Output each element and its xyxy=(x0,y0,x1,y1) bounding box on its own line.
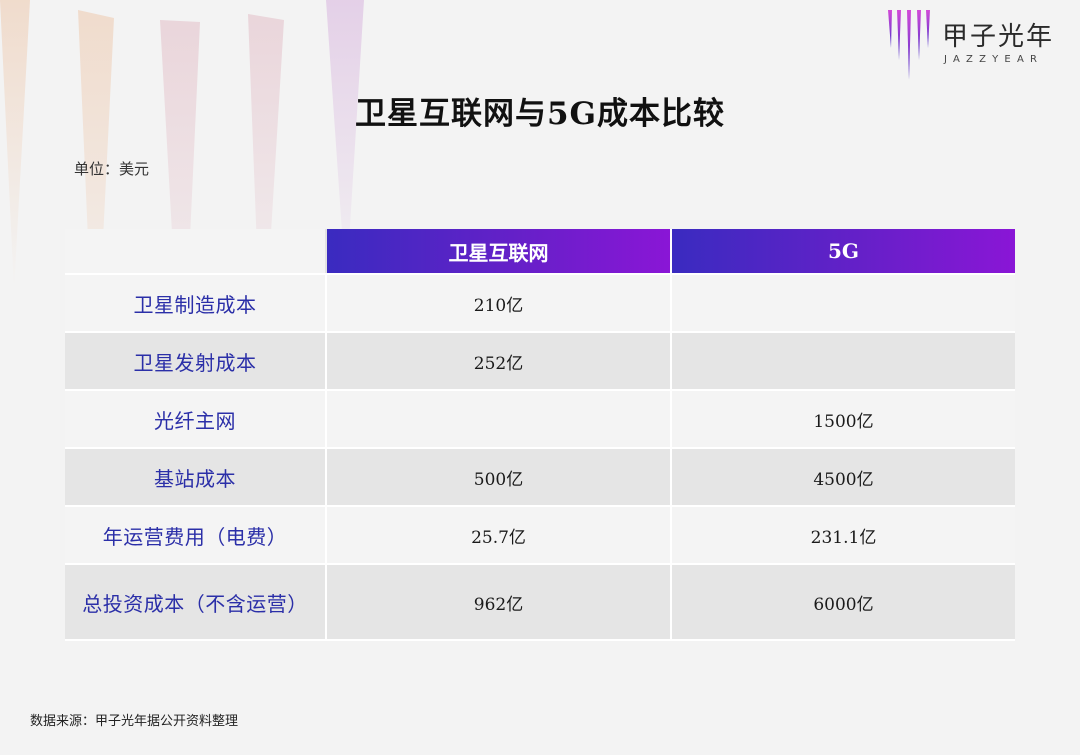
header-satellite: 卫星互联网 xyxy=(326,229,672,275)
row-label: 基站成本 xyxy=(65,448,327,507)
table-row: 年运营费用（电费） 25.7亿 231.1亿 xyxy=(65,506,1015,565)
row-label: 年运营费用（电费） xyxy=(65,506,327,565)
data-source-note: 数据来源：甲子光年据公开资料整理 xyxy=(30,714,239,729)
fiveg-value: 6000亿 xyxy=(671,564,1015,641)
table-row: 总投资成本（不含运营） 962亿 6000亿 xyxy=(65,564,1015,641)
table-header-row: 卫星互联网 5G xyxy=(65,229,1015,275)
fiveg-value xyxy=(671,274,1015,333)
table-row: 基站成本 500亿 4500亿 xyxy=(65,448,1015,507)
row-label: 卫星制造成本 xyxy=(65,274,327,333)
row-label: 卫星发射成本 xyxy=(65,332,327,391)
brand-logo: 甲子光年 JAZZYEAR xyxy=(886,10,1066,80)
row-label: 光纤主网 xyxy=(65,390,327,449)
fiveg-value: 1500亿 xyxy=(671,390,1015,449)
header-5g: 5G xyxy=(671,229,1015,275)
satellite-value: 962亿 xyxy=(326,564,672,641)
unit-label: 单位：美元 xyxy=(74,160,150,178)
table-row: 卫星制造成本 210亿 xyxy=(65,274,1015,333)
row-label: 总投资成本（不含运营） xyxy=(65,564,327,641)
satellite-value xyxy=(326,390,672,449)
satellite-value: 25.7亿 xyxy=(326,506,672,565)
streak-1 xyxy=(0,0,30,290)
satellite-value: 252亿 xyxy=(326,332,672,391)
page-title: 卫星互联网与5G成本比较 xyxy=(354,96,726,132)
fiveg-value: 4500亿 xyxy=(671,448,1015,507)
satellite-value: 500亿 xyxy=(326,448,672,507)
logo-text-en: JAZZYEAR xyxy=(944,54,1044,65)
table-row: 卫星发射成本 252亿 xyxy=(65,332,1015,391)
satellite-value: 210亿 xyxy=(326,274,672,333)
header-blank-cell xyxy=(65,229,327,275)
jazzyear-logo-icon xyxy=(888,10,930,80)
fiveg-value xyxy=(671,332,1015,391)
table-row: 光纤主网 1500亿 xyxy=(65,390,1015,449)
logo-text-cn: 甲子光年 xyxy=(942,22,1055,52)
fiveg-value: 231.1亿 xyxy=(671,506,1015,565)
cost-comparison-table: 卫星互联网 5G 卫星制造成本 210亿 卫星发射成本 252亿 光纤主网 15… xyxy=(65,229,1015,641)
